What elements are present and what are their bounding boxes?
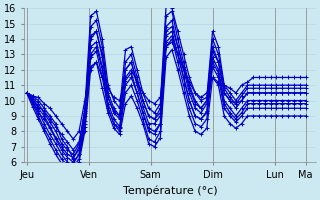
X-axis label: Température (°c): Température (°c) (123, 185, 217, 196)
